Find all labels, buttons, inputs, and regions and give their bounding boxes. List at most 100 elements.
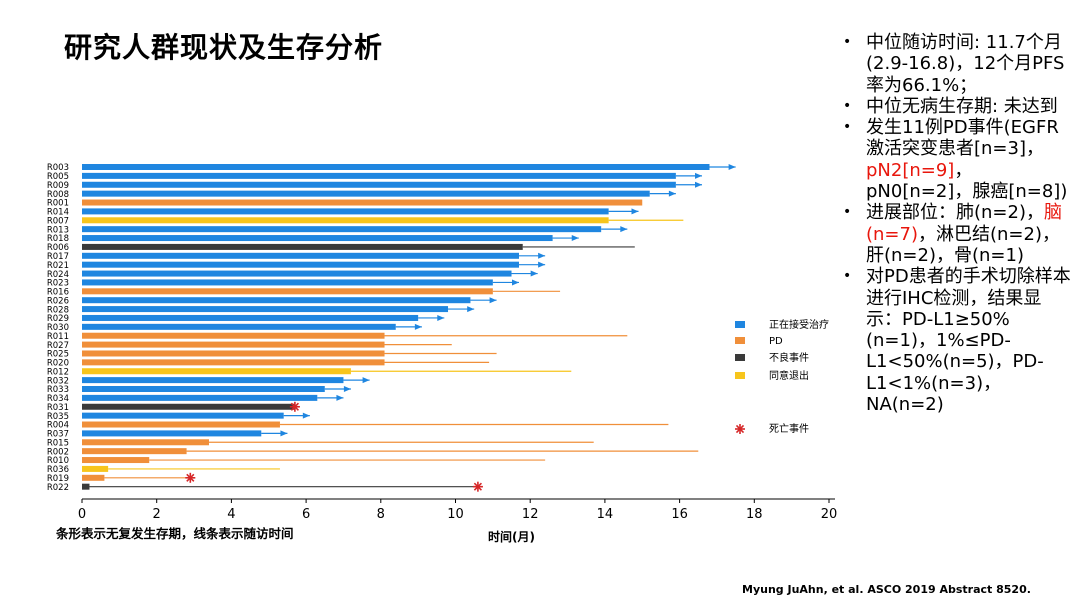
rfs-bar bbox=[82, 235, 553, 242]
x-tick-label: 18 bbox=[746, 507, 763, 522]
ongoing-arrow-icon bbox=[437, 314, 445, 321]
citation: Myung JuAhn, et al. ASCO 2019 Abstract 8… bbox=[742, 583, 1031, 596]
rfs-bar bbox=[82, 465, 109, 472]
legend-label: 死亡事件 bbox=[769, 422, 809, 435]
bullet-text: 发生11例PD事件(EGFR激活突变患者[n=3]， bbox=[866, 117, 1059, 160]
rfs-bar bbox=[82, 430, 262, 437]
rfs-bar bbox=[82, 394, 318, 401]
patient-label: R015 bbox=[47, 438, 69, 448]
ongoing-arrow-icon bbox=[695, 181, 703, 188]
ongoing-arrow-icon bbox=[302, 412, 310, 419]
legend-label: 不良事件 bbox=[769, 351, 809, 364]
patient-label: R035 bbox=[47, 412, 69, 422]
bullet-dot-icon: • bbox=[843, 119, 852, 136]
patient-label: R012 bbox=[47, 367, 69, 377]
x-tick-label: 12 bbox=[522, 507, 539, 522]
ongoing-arrow-icon bbox=[280, 430, 288, 437]
rfs-bar bbox=[82, 332, 385, 339]
ongoing-arrow-icon bbox=[538, 252, 546, 259]
rfs-bar bbox=[82, 279, 493, 286]
death-event-icon bbox=[472, 481, 483, 492]
patient-label: R022 bbox=[47, 483, 69, 493]
bullet-text: ，淋巴结(n=2)，肝(n=2)，骨(n=1) bbox=[866, 223, 1060, 266]
patient-label: R010 bbox=[47, 456, 69, 466]
patient-label: R026 bbox=[47, 296, 69, 306]
rfs-bar bbox=[82, 199, 643, 206]
summary-bullet-list: • 中位随访时间: 11.7个月(2.9-16.8)，12个月PFS率为66.1%… bbox=[843, 32, 1073, 415]
bullet-text: 进展部位：肺(n=2)， bbox=[866, 202, 1044, 224]
ongoing-arrow-icon bbox=[695, 172, 703, 179]
rfs-bar bbox=[82, 368, 351, 375]
rfs-bar bbox=[82, 217, 609, 224]
rfs-bar bbox=[82, 172, 676, 179]
bullet-dot-icon: • bbox=[843, 204, 852, 221]
rfs-bar bbox=[82, 164, 710, 170]
bullet-dot-icon: • bbox=[843, 268, 852, 285]
swimmer-plot: R003R005R009R008R001R014R007R013R018R006… bbox=[47, 163, 838, 544]
rfs-bar bbox=[82, 341, 385, 348]
rfs-bar bbox=[82, 226, 602, 233]
x-tick-label: 20 bbox=[821, 507, 838, 522]
x-tick-label: 6 bbox=[302, 507, 310, 522]
rfs-bar bbox=[82, 350, 385, 357]
legend-swatch bbox=[735, 321, 745, 328]
rfs-bar bbox=[82, 483, 90, 490]
bullet-text: 对PD患者的手术切除样本进行IHC检测，结果显示：PD-L1≥50%(n=1)，… bbox=[866, 266, 1071, 416]
x-tick-label: 8 bbox=[377, 507, 385, 522]
rfs-bar bbox=[82, 448, 187, 455]
patient-label: R021 bbox=[47, 261, 69, 271]
rfs-bar bbox=[82, 261, 519, 268]
ongoing-arrow-icon bbox=[571, 235, 579, 242]
chart-footnote: 条形表示无复发生存期，线条表示随访时间 bbox=[56, 526, 294, 541]
patient-label: R003 bbox=[47, 163, 69, 173]
death-event-icon bbox=[289, 401, 300, 412]
legend-swatch bbox=[735, 354, 745, 361]
ongoing-arrow-icon bbox=[631, 208, 639, 215]
rfs-bar bbox=[82, 252, 519, 259]
patient-label: R009 bbox=[47, 181, 69, 191]
rfs-bar bbox=[82, 403, 295, 410]
x-tick-label: 16 bbox=[671, 507, 688, 522]
patient-label: R014 bbox=[47, 208, 69, 218]
bullet-dot-icon: • bbox=[843, 34, 852, 50]
rfs-bar bbox=[82, 208, 609, 215]
patient-label: R013 bbox=[47, 225, 69, 235]
rfs-bar bbox=[82, 386, 325, 392]
patient-label: R036 bbox=[47, 465, 69, 475]
patient-label: R001 bbox=[47, 199, 69, 209]
ongoing-arrow-icon bbox=[530, 270, 538, 277]
patient-label: R029 bbox=[47, 314, 69, 324]
ongoing-arrow-icon bbox=[362, 377, 370, 384]
rfs-bar bbox=[82, 421, 280, 428]
legend-label: PD bbox=[769, 336, 783, 347]
summary-bullet: • 发生11例PD事件(EGFR激活突变患者[n=3]，pN2[n=9]，pN0[… bbox=[843, 117, 1073, 202]
x-tick-label: 0 bbox=[78, 507, 86, 522]
patient-label: R034 bbox=[47, 394, 69, 404]
bullet-dot-icon: • bbox=[843, 97, 852, 114]
ongoing-arrow-icon bbox=[467, 306, 475, 313]
summary-bullet: • 对PD患者的手术切除样本进行IHC检测，结果显示：PD-L1≥50%(n=1)… bbox=[843, 266, 1073, 415]
rfs-bar bbox=[82, 439, 209, 446]
ongoing-arrow-icon bbox=[489, 297, 497, 304]
patient-label: R028 bbox=[47, 305, 69, 315]
rfs-bar bbox=[82, 412, 284, 419]
bullet-text: 中位随访时间: 11.7个月(2.9-16.8)，12个月PFS率为66.1%； bbox=[866, 32, 1065, 96]
patient-label: R037 bbox=[47, 430, 69, 440]
legend-swatch bbox=[735, 372, 745, 379]
summary-bullet: • 中位无病生存期: 未达到 bbox=[843, 96, 1073, 117]
legend-death-icon bbox=[735, 424, 745, 434]
rfs-bar bbox=[82, 306, 449, 313]
x-tick-label: 10 bbox=[447, 507, 464, 522]
ongoing-arrow-icon bbox=[343, 386, 351, 392]
patient-label: R006 bbox=[47, 243, 69, 253]
x-axis-label: 时间(月) bbox=[488, 529, 535, 544]
highlighted-text: 脑(n=7) bbox=[866, 202, 1062, 245]
rfs-bar bbox=[82, 323, 396, 330]
patient-label: R018 bbox=[47, 234, 69, 244]
x-tick-label: 4 bbox=[227, 507, 235, 522]
slide-title: 研究人群现状及生存分析 bbox=[64, 31, 384, 64]
bullet-text: 中位无病生存期: 未达到 bbox=[866, 95, 1058, 117]
patient-label: R008 bbox=[47, 190, 69, 200]
rfs-bar bbox=[82, 297, 471, 304]
legend-label: 正在接受治疗 bbox=[769, 318, 829, 331]
